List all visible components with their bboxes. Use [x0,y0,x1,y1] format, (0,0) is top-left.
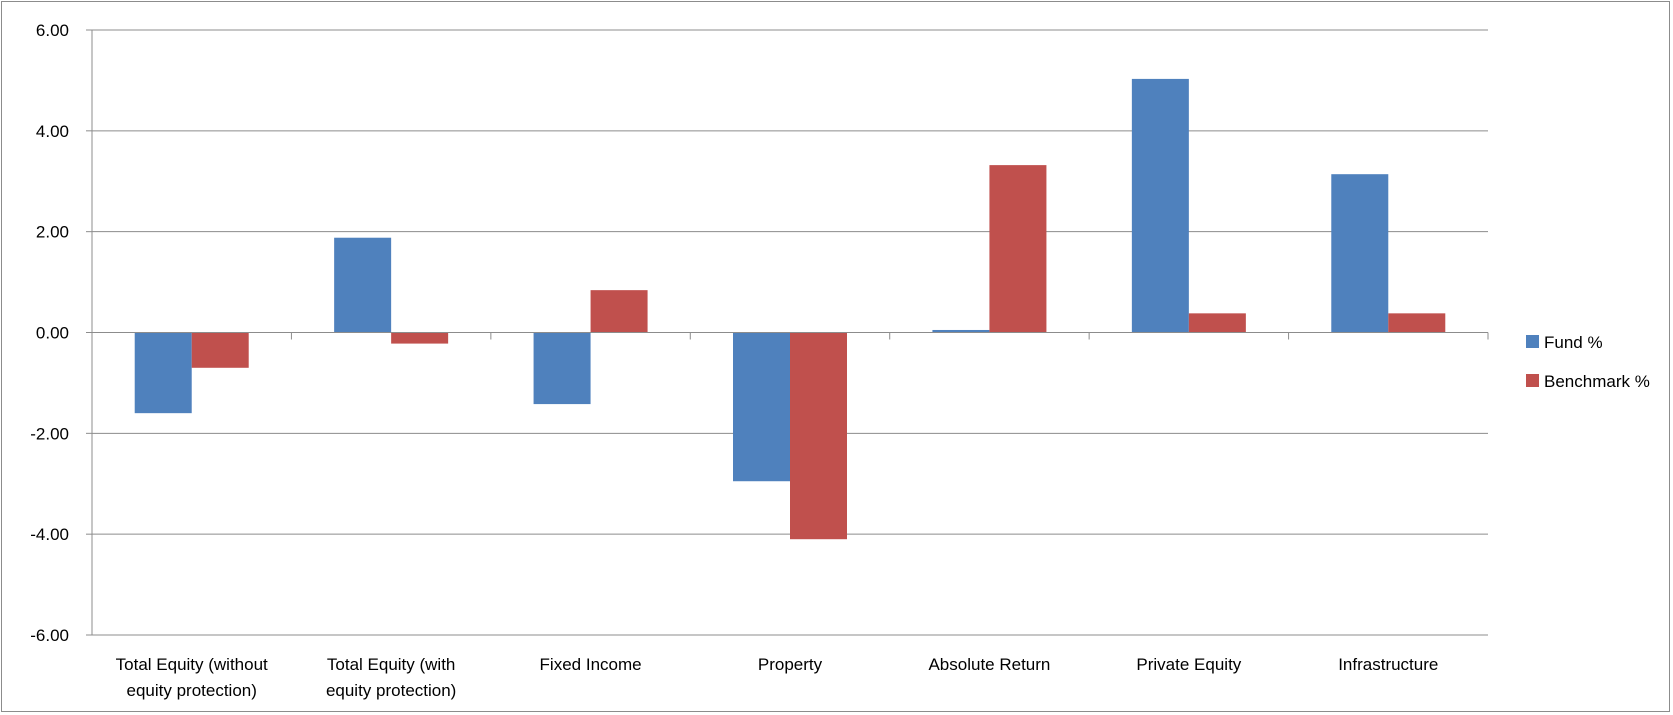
bar-benchmark [1188,313,1246,333]
x-tick-label: Property [758,655,823,674]
x-tick-label: Private Equity [1136,655,1241,674]
x-tick-label-line: Property [758,655,823,674]
x-tick-labels: Total Equity (without equity protection)T… [116,655,1439,700]
x-tick-label: Total Equity (with equity protection) [326,655,456,700]
bar-fund [1331,174,1389,333]
legend: Fund % Benchmark % [1526,333,1650,391]
x-tick-label: Absolute Return [928,655,1050,674]
x-tick-label: Fixed Income [540,655,642,674]
y-tick-label: -6.00 [30,626,69,645]
x-tick-label-line: Total Equity (with [327,655,456,674]
y-tick-label: -4.00 [30,525,69,544]
bar-fund [533,332,591,405]
legend-swatch-fund [1526,335,1539,348]
axes [86,29,1489,636]
y-tick-label: 6.00 [36,21,69,40]
bars [134,78,1446,540]
bar-fund [932,329,990,333]
bar-fund [733,332,790,482]
bar-benchmark [989,165,1047,333]
bar-benchmark [191,332,249,368]
x-tick-label: Total Equity (without equity protection) [116,655,268,700]
y-tick-labels: 6.00 4.00 2.00 0.00 -2.00 -4.00 -6.00 [30,21,69,645]
legend-label-benchmark: Benchmark % [1544,372,1650,391]
bar-benchmark [590,290,648,333]
x-tick-label-line: Absolute Return [928,655,1050,674]
y-tick-label: 4.00 [36,122,69,141]
bar-fund [134,332,192,414]
x-tick-label-line: Private Equity [1136,655,1241,674]
bar-benchmark [391,332,449,344]
x-tick-label-line: Infrastructure [1338,655,1438,674]
legend-swatch-benchmark [1526,374,1539,387]
bar-benchmark [1388,313,1446,333]
x-tick-label-line: Fixed Income [540,655,642,674]
bar-fund [1131,78,1189,333]
x-tick-label-line: equity protection) [326,681,456,700]
x-tick-label-line: equity protection) [127,681,257,700]
x-tick-label-line: Total Equity (without [116,655,268,674]
y-tick-label: -2.00 [30,424,69,443]
y-tick-label: 0.00 [36,324,69,343]
bar-benchmark [790,332,847,540]
y-tick-label: 2.00 [36,223,69,242]
legend-label-fund: Fund % [1544,333,1603,352]
x-tick-label: Infrastructure [1338,655,1438,674]
bar-fund [334,237,392,333]
